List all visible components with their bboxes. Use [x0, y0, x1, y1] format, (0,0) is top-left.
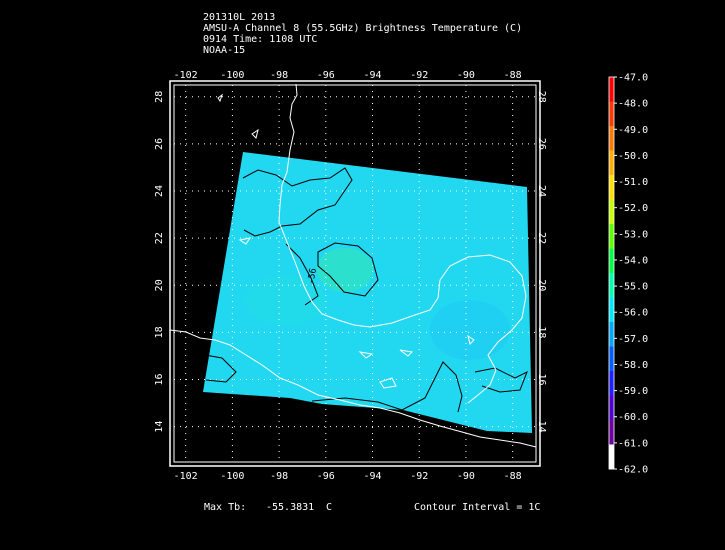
colorbar-segment — [609, 126, 614, 151]
colorbar-label: -49.0 — [618, 125, 648, 136]
lat-tick-label-left: 24 — [154, 185, 165, 197]
lat-tick-label-left: 20 — [154, 279, 165, 291]
max-tb-unit: C — [326, 502, 333, 513]
contour-interval: Contour Interval = 1C — [414, 502, 541, 513]
axis-ticks: -102 -102 -100 -100 -98 -98 -96 -96 -94 -94 -92 -92… — [154, 70, 547, 482]
lon-tick-label-bottom: -96 — [317, 471, 335, 482]
colorbar-segment — [609, 199, 614, 225]
lat-tick-label-left: 18 — [154, 326, 165, 338]
map-inner-frame — [173, 84, 537, 463]
lat-tick-label-right: 28 — [536, 91, 547, 103]
grid-lines — [174, 85, 536, 462]
lat-tick-label-right: 16 — [536, 374, 547, 386]
colorbar-label: -51.0 — [618, 177, 648, 188]
colorbar-label: -59.0 — [618, 386, 648, 397]
colorbar-label: -53.0 — [618, 229, 648, 240]
colorbar-segment — [609, 77, 614, 102]
contour-line — [317, 242, 379, 297]
colorbar-label: -58.0 — [618, 360, 648, 371]
lon-tick-label-top: -88 — [504, 70, 522, 81]
lon-tick-label-top: -96 — [317, 70, 335, 81]
colorbar-label: -60.0 — [618, 412, 648, 423]
coast-island — [238, 237, 252, 245]
warm-patch — [317, 248, 373, 292]
max-tb-label: Max Tb: — [204, 502, 247, 513]
contour-line — [311, 361, 463, 413]
lon-tick-label-top: -98 — [270, 70, 288, 81]
contour-line — [242, 167, 353, 237]
lon-tick-label-top: -90 — [457, 70, 475, 81]
lat-tick-label-right: 22 — [536, 232, 547, 244]
header-time: 0914 Time: 1108 UTC — [203, 34, 318, 45]
swath-shade-east — [430, 300, 510, 360]
header-channel: AMSU-A Channel 8 (55.5GHz) Brightness Te… — [203, 23, 523, 34]
colorbar-label: -56.0 — [618, 308, 648, 319]
lon-tick-label-top: -100 — [220, 70, 244, 81]
coast-island — [379, 377, 397, 389]
lat-tick-label-right: 14 — [536, 421, 547, 433]
lon-tick-label-bottom: -98 — [270, 471, 288, 482]
colorbar: -47.0 -48.0 -49.0 -50.0 -51.0 -52.0 -53.0 -54.0… — [608, 73, 648, 476]
pacific-coastline — [169, 329, 537, 448]
colorbar-segment — [609, 297, 614, 323]
colorbar-segment — [609, 273, 614, 298]
lon-tick-label-bottom: -92 — [410, 471, 428, 482]
colorbar-segment — [609, 371, 614, 396]
max-tb-value: -55.3831 — [266, 502, 315, 513]
coast-island — [467, 334, 475, 345]
colorbar-segment — [609, 248, 614, 274]
colorbar-label: -48.0 — [618, 99, 648, 110]
colorbar-border — [608, 76, 615, 470]
colorbar-segment — [609, 101, 614, 127]
lon-tick-label-top: -102 — [174, 70, 198, 81]
colorbar-segment — [609, 346, 614, 372]
map-frame — [169, 80, 541, 467]
lon-tick-label-bottom: -102 — [174, 471, 198, 482]
coast-island — [358, 351, 374, 359]
lat-tick-label-left: 16 — [154, 374, 165, 386]
header-satellite: NOAA-15 — [203, 45, 246, 56]
lat-tick-label-left: 26 — [154, 138, 165, 150]
lon-tick-label-bottom: -88 — [504, 471, 522, 482]
colorbar-segment — [609, 444, 614, 470]
colorbar-label: -55.0 — [618, 282, 648, 293]
colorbar-label: -62.0 — [618, 465, 648, 476]
gulf-coastline — [278, 83, 527, 404]
lon-tick-label-bottom: -90 — [457, 471, 475, 482]
lon-tick-label-top: -92 — [410, 70, 428, 81]
lat-tick-label-right: 24 — [536, 185, 547, 197]
colorbar-segment — [609, 420, 614, 445]
colorbar-label: -52.0 — [618, 203, 648, 214]
colorbar-segment — [609, 150, 614, 176]
lat-tick-label-left: 28 — [154, 91, 165, 103]
contour-line — [204, 354, 237, 383]
coastlines — [169, 83, 537, 448]
colorbar-label: -61.0 — [618, 438, 648, 449]
coast-island — [399, 349, 414, 357]
lon-tick-label-bottom: -100 — [220, 471, 244, 482]
colorbar-segment — [609, 322, 614, 347]
lat-tick-label-right: 18 — [536, 326, 547, 338]
colorbar-label: -54.0 — [618, 255, 648, 266]
lat-tick-label-right: 26 — [536, 138, 547, 150]
lon-tick-label-top: -94 — [363, 70, 381, 81]
colorbar-label: -57.0 — [618, 334, 648, 345]
contour-label: -56 — [306, 267, 319, 285]
colorbar-segment — [609, 175, 614, 200]
contour-lines — [204, 167, 528, 413]
coast-island — [217, 93, 223, 103]
header-title: 201310L 2013 — [203, 12, 276, 23]
lon-tick-label-bottom: -94 — [363, 471, 381, 482]
colorbar-label: -47.0 — [618, 73, 648, 84]
lat-tick-label-left: 22 — [154, 232, 165, 244]
lat-tick-label-left: 14 — [154, 421, 165, 433]
lat-tick-label-right: 20 — [536, 279, 547, 291]
coast-island — [251, 128, 259, 139]
colorbar-segment — [609, 395, 614, 421]
colorbar-label: -50.0 — [618, 151, 648, 162]
contour-line — [285, 243, 319, 306]
colorbar-segment — [609, 224, 614, 249]
